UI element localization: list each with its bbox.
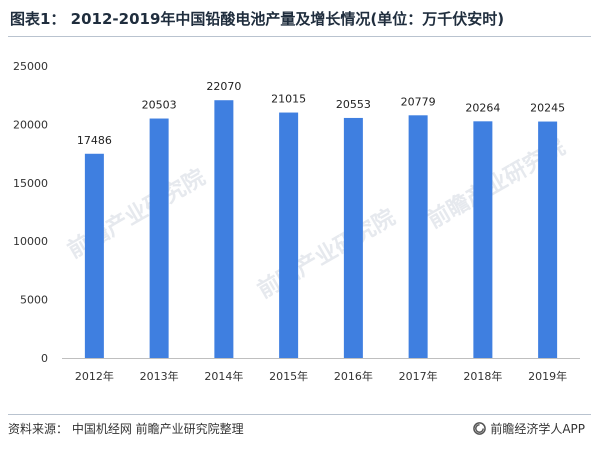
x-tick-label: 2015年 <box>269 369 308 383</box>
y-tick-label: 5000 <box>20 294 48 307</box>
bar <box>408 115 428 359</box>
x-tick-label: 2017年 <box>399 369 438 383</box>
data-label: 20553 <box>336 98 371 111</box>
x-tick-label: 2013年 <box>140 369 179 383</box>
data-label: 20779 <box>401 95 436 108</box>
bar-chart: 前瞻产业研究院 前瞻产业研究院前瞻产业研究院0500010000150002000… <box>13 60 580 383</box>
x-tick-label: 2018年 <box>463 369 502 383</box>
x-tick-label: 2016年 <box>334 369 373 383</box>
data-label: 21015 <box>271 93 306 106</box>
x-tick-label: 2019年 <box>528 369 567 383</box>
brand-logo-icon <box>473 422 487 435</box>
bar <box>149 118 169 358</box>
data-label: 17486 <box>77 134 112 147</box>
bar <box>343 117 363 358</box>
brand-name: 前瞻经济学人APP <box>490 422 585 436</box>
chart-area: 前瞻产业研究院 前瞻产业研究院 前瞻产业研究院 0 5000 10000 15000 2000… <box>0 40 599 400</box>
y-tick-label: 20000 <box>13 118 48 131</box>
brand-credit: 前瞻经济学人APP <box>473 420 585 437</box>
bar <box>214 100 234 358</box>
y-tick-label: 15000 <box>13 177 48 190</box>
bar <box>538 121 558 359</box>
data-label: 22070 <box>206 80 241 93</box>
bar <box>279 112 299 358</box>
data-label: 20245 <box>530 102 565 115</box>
bar <box>84 153 104 358</box>
y-tick-label: 10000 <box>13 235 48 248</box>
source-note: 资料来源： 中国机经网 前瞻产业研究院整理 <box>8 422 244 436</box>
y-tick-label: 0 <box>41 352 48 365</box>
data-label: 20264 <box>465 101 500 114</box>
y-tick-label: 25000 <box>13 60 48 73</box>
chart-title: 图表1： 2012-2019年中国铅酸电池产量及增长情况(单位：万千伏安时) <box>10 10 505 28</box>
x-tick-label: 2014年 <box>204 369 243 383</box>
watermark-1: 前瞻产业研究院 <box>253 204 399 304</box>
data-label: 20503 <box>142 99 177 112</box>
bar <box>473 121 493 358</box>
footer: 资料来源： 中国机经网 前瞻产业研究院整理 前瞻经济学人APP <box>8 420 591 444</box>
title-divider <box>8 36 591 37</box>
x-tick-label: 2012年 <box>75 369 114 383</box>
footer-divider <box>8 414 591 415</box>
